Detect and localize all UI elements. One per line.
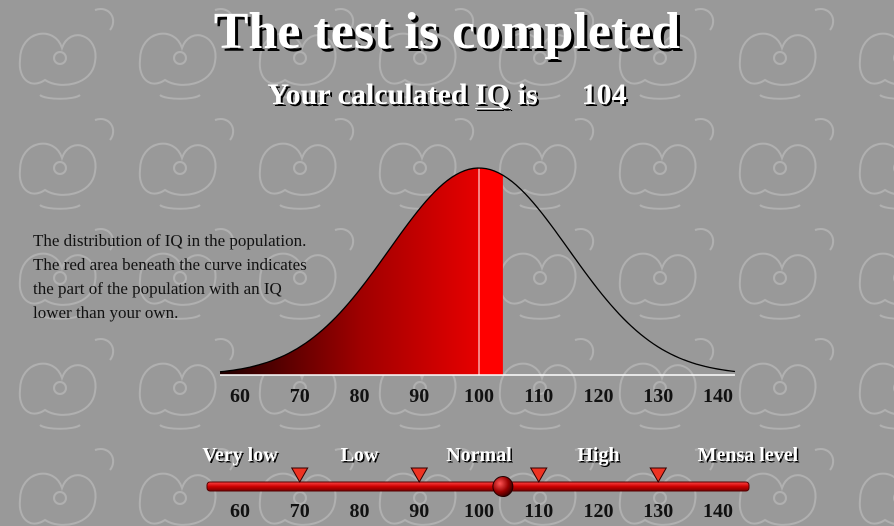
- range-label: Very low: [202, 444, 278, 466]
- scale-tick-label: 100: [464, 500, 494, 522]
- x-tick-label: 100: [464, 385, 494, 407]
- scale-tick-label: 110: [524, 500, 553, 522]
- distribution-curve: [219, 167, 736, 373]
- range-label-shadow: Mensa level: [699, 446, 800, 468]
- scale-tick-label: 60: [230, 500, 250, 522]
- boundary-triangle: [290, 467, 309, 484]
- range-label-shadow: Normal: [448, 446, 514, 468]
- boundary-triangle: [529, 467, 548, 484]
- scale-bar: [206, 481, 750, 492]
- page-title: The test is completed: [213, 3, 681, 60]
- description-line: The red area beneath the curve indicates: [33, 255, 307, 274]
- fill-mean-to-score: [479, 168, 503, 375]
- scale-tick-label: 130: [643, 500, 673, 522]
- scale-tick-label: 80: [350, 500, 370, 522]
- range-label-shadow: Low: [342, 446, 380, 468]
- scale-boundary-markers: [290, 467, 668, 484]
- scale-ticks: 60 70 80 90 100 110 120 130 140: [230, 500, 733, 522]
- x-tick-label: 90: [409, 385, 429, 407]
- boundary-triangle: [649, 467, 668, 484]
- result-suffix: is: [517, 78, 538, 111]
- x-tick-label: 110: [524, 385, 553, 407]
- scale-tick-label: 120: [584, 500, 614, 522]
- range-label: Normal: [446, 444, 512, 466]
- x-tick-label: 60: [230, 385, 250, 407]
- description-line: lower than your own.: [33, 303, 179, 322]
- distribution-description: The distribution of IQ in the population…: [33, 229, 363, 325]
- x-tick-label: 130: [643, 385, 673, 407]
- x-axis-ticks: 60 70 80 90 100 110 120 130 140: [230, 385, 733, 407]
- x-tick-label: 120: [584, 385, 614, 407]
- iq-link[interactable]: IQ: [475, 78, 511, 111]
- range-label-shadow: Very low: [204, 446, 280, 468]
- x-tick-label: 70: [290, 385, 310, 407]
- score-marker: [492, 476, 514, 497]
- fill-below-mean: [220, 168, 479, 375]
- range-label: Mensa level: [698, 444, 799, 466]
- iq-score: 104: [581, 78, 627, 111]
- boundary-triangle: [410, 467, 429, 484]
- scale-tick-label: 90: [409, 500, 429, 522]
- description-line: The distribution of IQ in the population…: [33, 231, 307, 250]
- x-tick-label: 80: [350, 385, 370, 407]
- result-heading: Your calculated IQ is 104: [0, 78, 894, 112]
- result-prefix: Your calculated: [267, 78, 468, 111]
- range-label: Low: [341, 444, 379, 466]
- range-label-shadow: High: [579, 446, 621, 468]
- scale-tick-label: 70: [290, 500, 310, 522]
- x-tick-label: 140: [703, 385, 733, 407]
- description-line: the part of the population with an IQ: [33, 279, 282, 298]
- range-label: High: [577, 444, 619, 466]
- scale-tick-label: 140: [703, 500, 733, 522]
